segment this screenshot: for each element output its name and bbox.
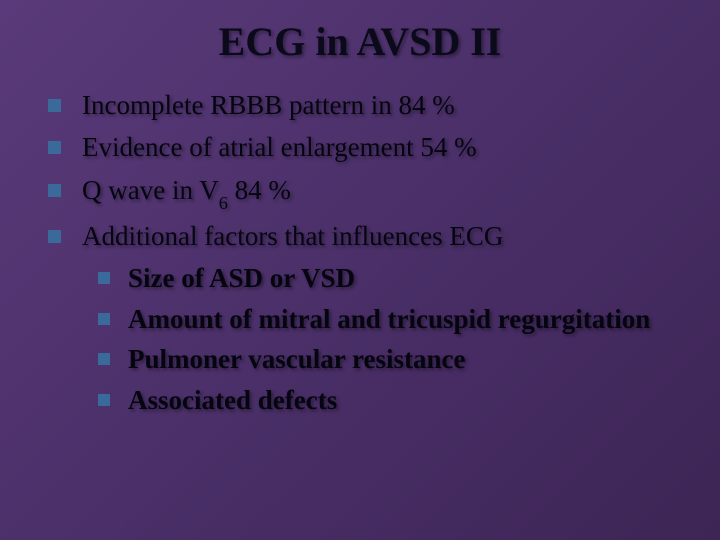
- list-item: Q wave in V6 84 %: [48, 172, 690, 212]
- sub-list-item: Pulmoner vascular resistance: [98, 341, 690, 377]
- subscript: 6: [219, 193, 228, 213]
- sub-list-item-text: Size of ASD or VSD: [128, 263, 355, 293]
- sub-list-item-text: Associated defects: [128, 385, 337, 415]
- square-bullet-icon: [48, 99, 61, 112]
- square-bullet-icon: [98, 313, 110, 325]
- list-item-text-before: Q wave in V: [82, 175, 219, 205]
- slide-title: ECG in AVSD II: [30, 18, 690, 65]
- square-bullet-icon: [48, 230, 61, 243]
- list-item-text: Incomplete RBBB pattern in 84 %: [82, 90, 455, 120]
- sub-bullet-list: Size of ASD or VSD Amount of mitral and …: [82, 260, 690, 418]
- sub-list-item: Size of ASD or VSD: [98, 260, 690, 296]
- list-item-text-after: 84 %: [228, 175, 291, 205]
- square-bullet-icon: [48, 141, 61, 154]
- square-bullet-icon: [98, 353, 110, 365]
- sub-list-item-text: Pulmoner vascular resistance: [128, 344, 465, 374]
- square-bullet-icon: [48, 184, 61, 197]
- square-bullet-icon: [98, 272, 110, 284]
- sub-list-item: Amount of mitral and tricuspid regurgita…: [98, 301, 690, 337]
- list-item: Evidence of atrial enlargement 54 %: [48, 129, 690, 165]
- list-item: Incomplete RBBB pattern in 84 %: [48, 87, 690, 123]
- sub-list-item: Associated defects: [98, 382, 690, 418]
- sub-list-item-text: Amount of mitral and tricuspid regurgita…: [128, 304, 650, 334]
- square-bullet-icon: [98, 394, 110, 406]
- slide-container: ECG in AVSD II Incomplete RBBB pattern i…: [0, 0, 720, 540]
- list-item-text: Additional factors that influences ECG: [82, 221, 503, 251]
- main-bullet-list: Incomplete RBBB pattern in 84 % Evidence…: [30, 87, 690, 418]
- list-item-text: Evidence of atrial enlargement 54 %: [82, 132, 477, 162]
- list-item: Additional factors that influences ECG S…: [48, 218, 690, 418]
